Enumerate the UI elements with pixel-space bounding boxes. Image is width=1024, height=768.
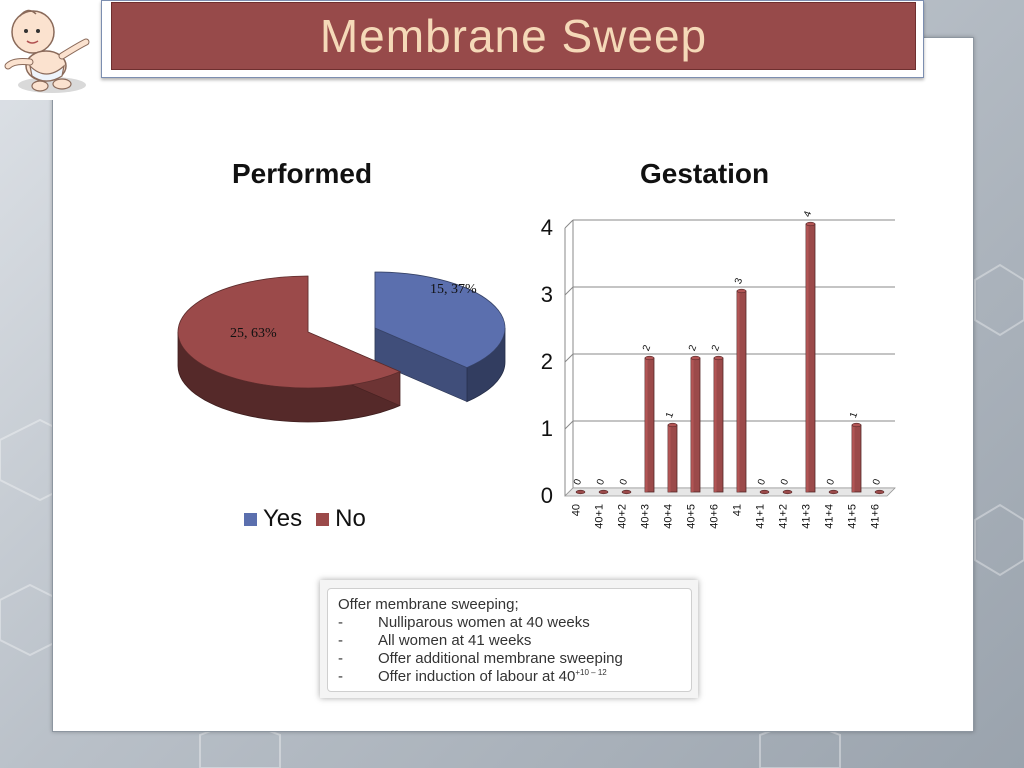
title-bar: Membrane Sweep bbox=[111, 2, 916, 70]
bar-data-label: 3 bbox=[733, 276, 745, 285]
pie-chart-title: Performed bbox=[232, 158, 373, 189]
x-tick-label: 40 bbox=[571, 504, 583, 516]
legend-swatch-yes bbox=[244, 512, 257, 526]
bar-data-label: 0 bbox=[825, 477, 837, 486]
bar-data-label: 4 bbox=[802, 209, 814, 218]
bar-data-label: 2 bbox=[687, 343, 699, 352]
x-tick-label: 40+5 bbox=[686, 504, 698, 529]
bar-40+6: 2 bbox=[710, 343, 724, 493]
x-tick-label: 41+2 bbox=[778, 504, 790, 529]
x-tick-label: 41+4 bbox=[824, 504, 836, 529]
y-tick-label: 3 bbox=[541, 282, 553, 307]
guideline-bullet: - bbox=[338, 668, 343, 685]
bar-chart-title: Gestation bbox=[640, 158, 770, 189]
pie-data-label: 15, 37% bbox=[430, 282, 477, 297]
bar-data-label: 0 bbox=[756, 477, 768, 486]
bar-data-label: 0 bbox=[572, 477, 584, 486]
guideline-item: Offer additional membrane sweeping bbox=[378, 650, 623, 667]
pie-slice-yes: 15, 37% bbox=[374, 271, 506, 403]
gridlines bbox=[564, 219, 895, 497]
bar-data-label: 0 bbox=[871, 477, 883, 486]
legend-item-yes: Yes bbox=[244, 505, 302, 533]
bar-data-label: 1 bbox=[664, 410, 676, 419]
guideline-item: Nulliparous women at 40 weeks bbox=[378, 614, 590, 631]
x-tick-label: 40+2 bbox=[617, 504, 629, 529]
x-tick-label: 41+6 bbox=[870, 504, 882, 529]
guideline-reference: +10 – 12 bbox=[575, 668, 607, 677]
bar-40+5: 2 bbox=[687, 343, 701, 493]
legend-label-no: No bbox=[335, 505, 366, 532]
bar-data-label: 0 bbox=[595, 477, 607, 486]
bar-data-label: 2 bbox=[641, 343, 653, 352]
pie-slice-no: 25, 63% bbox=[177, 275, 401, 423]
bar-41: 3 bbox=[733, 276, 747, 493]
baby-icon bbox=[4, 9, 90, 93]
y-tick-label: 4 bbox=[541, 215, 553, 240]
guideline-card: Offer membrane sweeping; - Nulliparous w… bbox=[320, 580, 698, 698]
pie-legend: Yes No bbox=[244, 505, 366, 533]
x-tick-label: 40+6 bbox=[709, 504, 721, 529]
guideline-bullet: - bbox=[338, 614, 343, 631]
bar-41+4: 0 bbox=[825, 477, 839, 495]
bar-data-label: 2 bbox=[710, 343, 722, 352]
bar-41+5: 1 bbox=[848, 410, 862, 493]
legend-swatch-no bbox=[316, 512, 330, 526]
bar-data-label: 0 bbox=[618, 477, 630, 486]
bar-40+3: 2 bbox=[641, 343, 655, 493]
bar-40+2: 0 bbox=[618, 477, 632, 495]
slide-title: Membrane Sweep bbox=[319, 10, 708, 62]
title-frame: Membrane Sweep bbox=[101, 0, 924, 78]
x-tick-label: 41+3 bbox=[801, 504, 813, 529]
guideline-heading: Offer membrane sweeping; bbox=[338, 596, 519, 613]
bar-41+6: 0 bbox=[871, 477, 885, 495]
x-tick-label: 41+5 bbox=[847, 504, 859, 529]
bar-chart: 01234040040+1040+2240+3140+4240+5240+634… bbox=[541, 209, 896, 529]
x-tick-label: 40+3 bbox=[640, 504, 652, 529]
guideline-item: All women at 41 weeks bbox=[378, 632, 532, 649]
bar-40+1: 0 bbox=[595, 477, 609, 495]
chart-floor bbox=[564, 487, 896, 497]
logo bbox=[0, 0, 101, 100]
x-tick-label: 41+1 bbox=[755, 504, 767, 529]
guideline-item-text: Offer induction of labour at 40 bbox=[378, 668, 576, 685]
legend-label-yes: Yes bbox=[263, 505, 303, 532]
bar-41+2: 0 bbox=[779, 477, 793, 495]
pie-data-label: 25, 63% bbox=[230, 326, 277, 341]
guideline-item: Offer induction of labour at 40+10 – 12 bbox=[378, 668, 607, 685]
bar-40: 0 bbox=[572, 477, 586, 495]
y-tick-label: 1 bbox=[541, 416, 553, 441]
bar-40+4: 1 bbox=[664, 410, 678, 493]
legend-item-no: No bbox=[316, 505, 366, 533]
bar-data-label: 0 bbox=[779, 477, 791, 486]
bar-data-label: 1 bbox=[848, 410, 860, 419]
y-tick-label: 0 bbox=[541, 483, 553, 508]
bar-41+1: 0 bbox=[756, 477, 770, 495]
guideline-bullet: - bbox=[338, 650, 343, 667]
pie-chart: 15, 37% 25, 63% bbox=[177, 271, 506, 423]
bar-41+3: 4 bbox=[802, 209, 816, 493]
y-tick-label: 2 bbox=[541, 349, 553, 374]
guideline-bullet: - bbox=[338, 632, 343, 649]
x-tick-label: 40+4 bbox=[663, 504, 675, 529]
x-tick-label: 41 bbox=[732, 504, 744, 516]
guideline-inner: Offer membrane sweeping; - Nulliparous w… bbox=[327, 588, 692, 692]
x-tick-label: 40+1 bbox=[594, 504, 606, 529]
